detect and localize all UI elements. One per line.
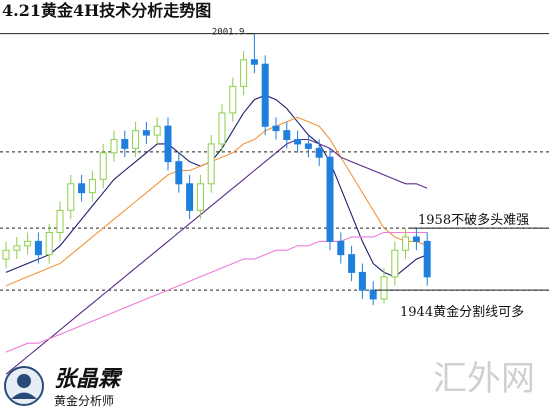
plot: 2001.9 1958不破多头难强 1944黄金分割线可多 xyxy=(0,28,549,375)
annotation-label: 1958不破多头难强 xyxy=(418,212,529,228)
ma-line xyxy=(5,116,428,287)
candle-body xyxy=(412,236,420,242)
logo: 张晶霖 黄金分析师 xyxy=(4,366,123,408)
logo-name: 张晶霖 xyxy=(54,366,123,392)
candle-body xyxy=(348,254,356,273)
candle-body xyxy=(56,209,64,234)
logo-icon-body xyxy=(11,392,37,399)
candle-body xyxy=(391,249,399,278)
candle-body xyxy=(13,245,21,251)
logo-subtitle: 黄金分析师 xyxy=(54,393,114,408)
candle-body xyxy=(88,178,96,194)
chart-title: 4.21黄金4H技术分析走势图 xyxy=(2,1,211,20)
candle-body xyxy=(186,183,194,211)
candle-body xyxy=(2,249,10,260)
candle-body xyxy=(24,240,32,247)
candle-body xyxy=(294,139,302,145)
candle-body xyxy=(369,289,377,300)
candle-body xyxy=(250,59,258,65)
candle-body xyxy=(45,232,53,256)
candle-body xyxy=(402,236,410,251)
candle-body xyxy=(164,125,172,163)
candle-body xyxy=(304,143,312,149)
candle-body xyxy=(175,161,183,185)
candle-body xyxy=(240,59,248,87)
candle-body xyxy=(326,156,334,242)
candle-body xyxy=(358,271,366,291)
candle-body xyxy=(218,112,226,145)
candle-body xyxy=(153,125,161,136)
candle-body xyxy=(337,240,345,256)
candle-body xyxy=(272,125,280,132)
candle-body xyxy=(121,139,129,149)
candle-body xyxy=(423,240,431,278)
candle-body xyxy=(67,183,75,211)
candle-body xyxy=(229,85,237,114)
candle-body xyxy=(315,147,323,158)
candle-body xyxy=(196,183,204,211)
candle-body xyxy=(99,152,107,180)
ma-line xyxy=(5,138,428,375)
logo-icon-head xyxy=(17,374,31,388)
candle-body xyxy=(283,130,291,141)
candle-body xyxy=(132,130,140,149)
candle-body xyxy=(142,130,150,136)
ma-line xyxy=(5,231,428,353)
high-label: 2001.9 xyxy=(212,28,245,38)
candle-body xyxy=(380,276,388,300)
candle-body xyxy=(207,143,215,185)
candle-body xyxy=(34,240,42,256)
watermark: 汇外网 xyxy=(433,359,535,399)
candle-body xyxy=(110,139,118,154)
annotation-label: 1944黄金分割线可多 xyxy=(400,304,524,320)
candle-body xyxy=(261,63,269,127)
ma-line xyxy=(5,94,428,278)
candle-body xyxy=(78,183,86,194)
